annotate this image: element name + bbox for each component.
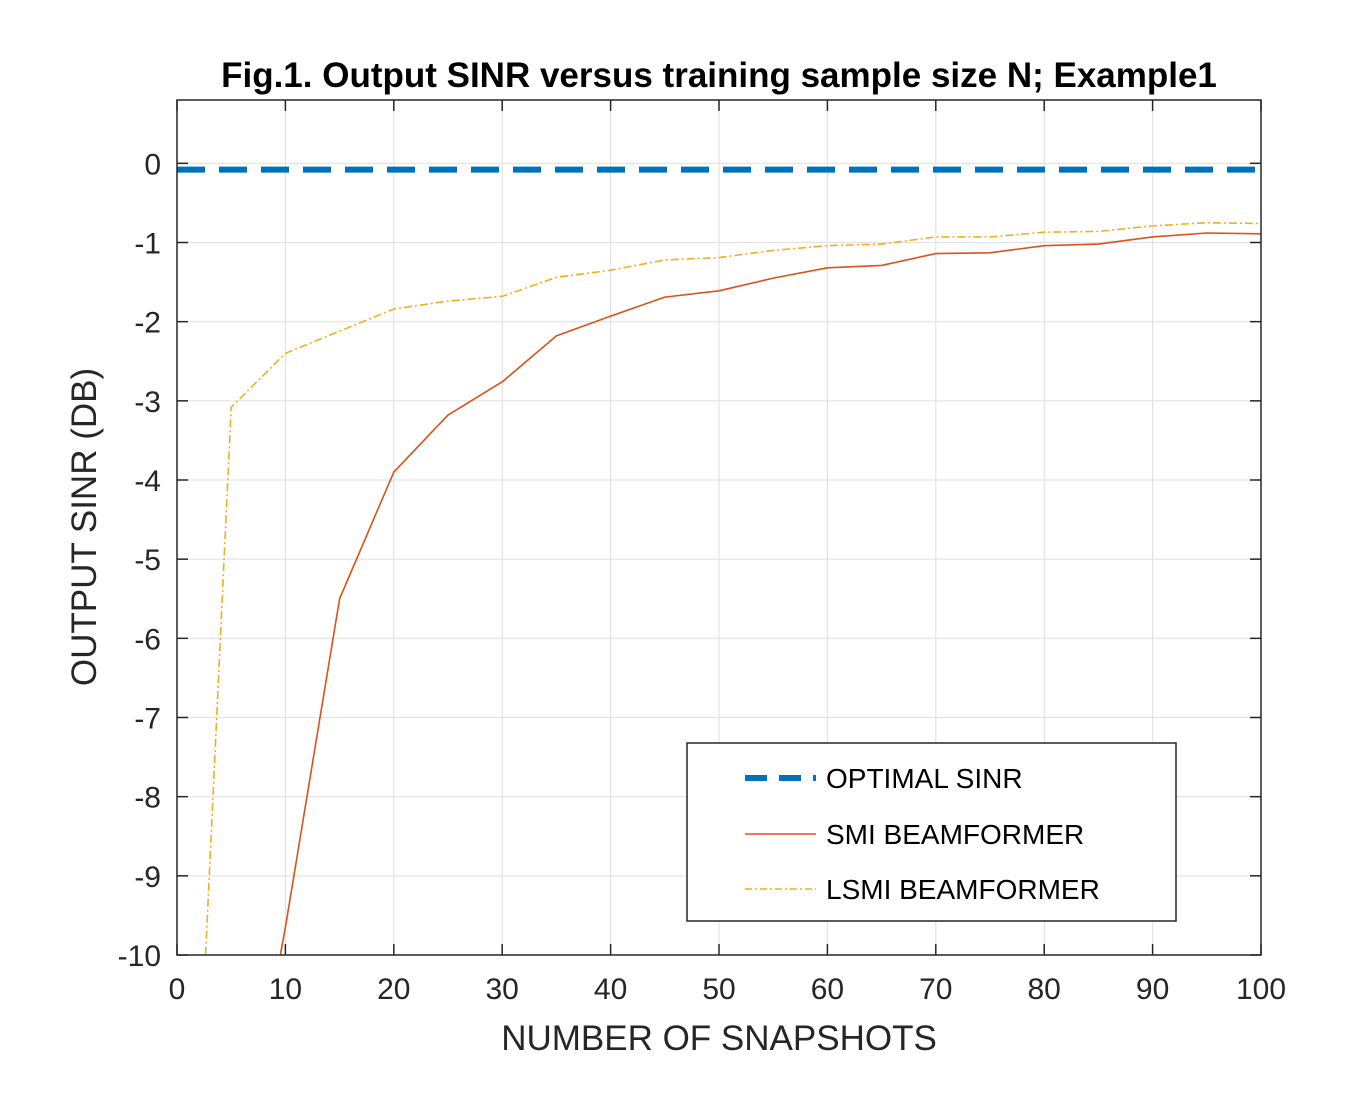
chart-title: Fig.1. Output SINR versus training sampl… xyxy=(221,56,1217,95)
ticks xyxy=(176,100,1262,956)
x-tick-label: 50 xyxy=(702,973,735,1006)
x-tick-labels: 0 10 20 30 40 50 60 70 80 90 100 xyxy=(169,973,1286,1006)
y-tick-label: 0 xyxy=(144,148,161,181)
x-axis-label: NUMBER OF SNAPSHOTS xyxy=(501,1019,937,1058)
y-tick-label: -3 xyxy=(134,386,161,419)
y-tick-label: -10 xyxy=(118,940,161,973)
legend-box xyxy=(686,742,1177,922)
x-tick-label: 80 xyxy=(1028,973,1061,1006)
x-tick-label: 40 xyxy=(594,973,627,1006)
y-tick-labels: -10-9-8-7-6-5-4-3-2-10 xyxy=(118,148,161,973)
x-tick-label: 100 xyxy=(1236,973,1286,1006)
legend-label-optimal-sinr: OPTIMAL SINR xyxy=(826,763,1023,794)
y-tick-label: -9 xyxy=(134,861,161,894)
x-tick-label: 30 xyxy=(486,973,519,1006)
y-tick-label: -7 xyxy=(134,703,161,736)
y-tick-label: -4 xyxy=(134,465,161,498)
x-tick-label: 70 xyxy=(919,973,952,1006)
series-line-lsmi-beamformer xyxy=(204,221,1261,955)
y-tick-label: -2 xyxy=(134,307,161,340)
x-tick-label: 0 xyxy=(169,973,186,1006)
x-tick-label: 90 xyxy=(1136,973,1169,1006)
x-tick-label: 20 xyxy=(377,973,410,1006)
y-tick-label: -6 xyxy=(134,623,161,656)
y-tick-label: -5 xyxy=(134,544,161,577)
y-tick-label: -1 xyxy=(134,228,161,261)
legend-label-lsmi-beamformer: LSMI BEAMFORMER xyxy=(826,874,1100,905)
y-axis-label: OUTPUT SINR (DB) xyxy=(65,368,104,686)
series-layer xyxy=(177,166,1261,955)
x-tick-label: 60 xyxy=(811,973,844,1006)
y-tick-label: -8 xyxy=(134,782,161,815)
legend: OPTIMAL SINR SMI BEAMFORMER LSMI BEAMFOR… xyxy=(686,742,1177,922)
x-tick-label: 10 xyxy=(269,973,302,1006)
series-line-smi-beamformer xyxy=(279,232,1261,955)
legend-label-smi-beamformer: SMI BEAMFORMER xyxy=(826,819,1084,850)
